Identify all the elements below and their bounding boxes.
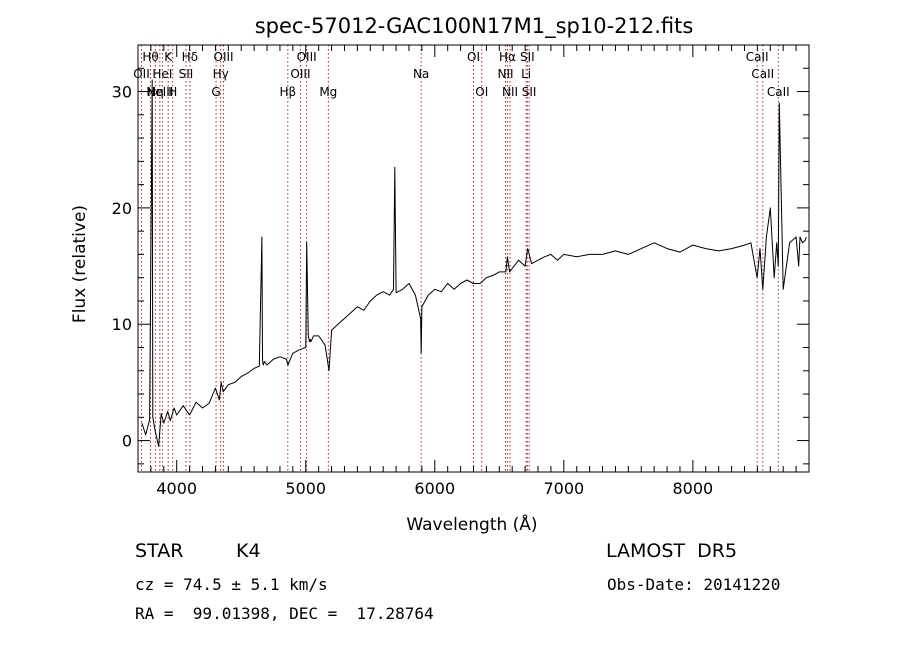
x-tick-label: 4000: [156, 479, 197, 498]
line-marker-label: NeIII: [146, 85, 173, 99]
spectral-subclass: K4: [236, 540, 261, 562]
line-marker-label: HeI: [152, 67, 172, 81]
line-marker-label: Hβ: [279, 85, 296, 99]
line-marker-label: Hγ: [213, 67, 229, 81]
line-marker-label: Na: [413, 67, 429, 81]
line-marker-label: OI: [475, 85, 488, 99]
survey-name: LAMOST DR5: [606, 540, 738, 562]
line-marker-label: Hα: [499, 50, 516, 64]
x-tick-label: 6000: [414, 479, 455, 498]
x-axis: 4000 5000 6000 7000 8000: [137, 45, 810, 498]
line-marker-label: OIII: [297, 50, 317, 64]
line-marker-label: NII: [497, 67, 513, 81]
chart-title: spec-57012-GAC100N17M1_sp10-212.fits: [255, 14, 694, 39]
spectrum-line: [141, 79, 807, 447]
line-marker-label: CaII: [751, 67, 774, 81]
line-marker-label: Hη: [147, 85, 164, 99]
line-marker-label: OIII: [214, 50, 234, 64]
line-marker-label: SII: [522, 85, 537, 99]
y-tick-label: 0: [122, 432, 132, 451]
line-marker-label: Mg: [319, 85, 337, 99]
line-marker-label: SII: [179, 67, 194, 81]
line-marker-label: CaII: [746, 50, 769, 64]
line-marker-label: OII: [133, 67, 150, 81]
x-tick-label: 8000: [673, 479, 714, 498]
line-marker-label: G: [211, 85, 220, 99]
spectrum-series: [141, 79, 807, 447]
y-tick-label: 30: [112, 83, 132, 102]
line-marker-label: CaII: [767, 85, 790, 99]
y-axis: 0 10 20 30: [112, 44, 809, 465]
redshift-velocity: cz = 74.5 ± 5.1 km/s: [135, 575, 328, 594]
line-marker-label: Li: [521, 67, 531, 81]
line-marker-label: Hθ: [142, 50, 158, 64]
line-marker-label: K: [164, 50, 173, 64]
line-marker-label: NII: [502, 85, 518, 99]
y-tick-label: 20: [112, 199, 132, 218]
line-marker-label: Hδ: [182, 50, 198, 64]
y-axis-label: Flux (relative): [70, 205, 90, 323]
line-marker-label: OI: [467, 50, 480, 64]
x-tick-label: 5000: [285, 479, 326, 498]
line-marker-label: H: [168, 85, 177, 99]
y-tick-label: 10: [112, 315, 132, 334]
x-tick-label: 7000: [543, 479, 584, 498]
sky-coordinates: RA = 99.01398, DEC = 17.28764: [135, 604, 434, 623]
observation-date: Obs-Date: 20141220: [607, 575, 781, 594]
spectral-class: STAR: [135, 540, 184, 562]
line-marker-label: OIII: [290, 67, 310, 81]
line-marker-label: SII: [520, 50, 535, 64]
x-axis-label: Wavelength (Å): [406, 513, 537, 535]
